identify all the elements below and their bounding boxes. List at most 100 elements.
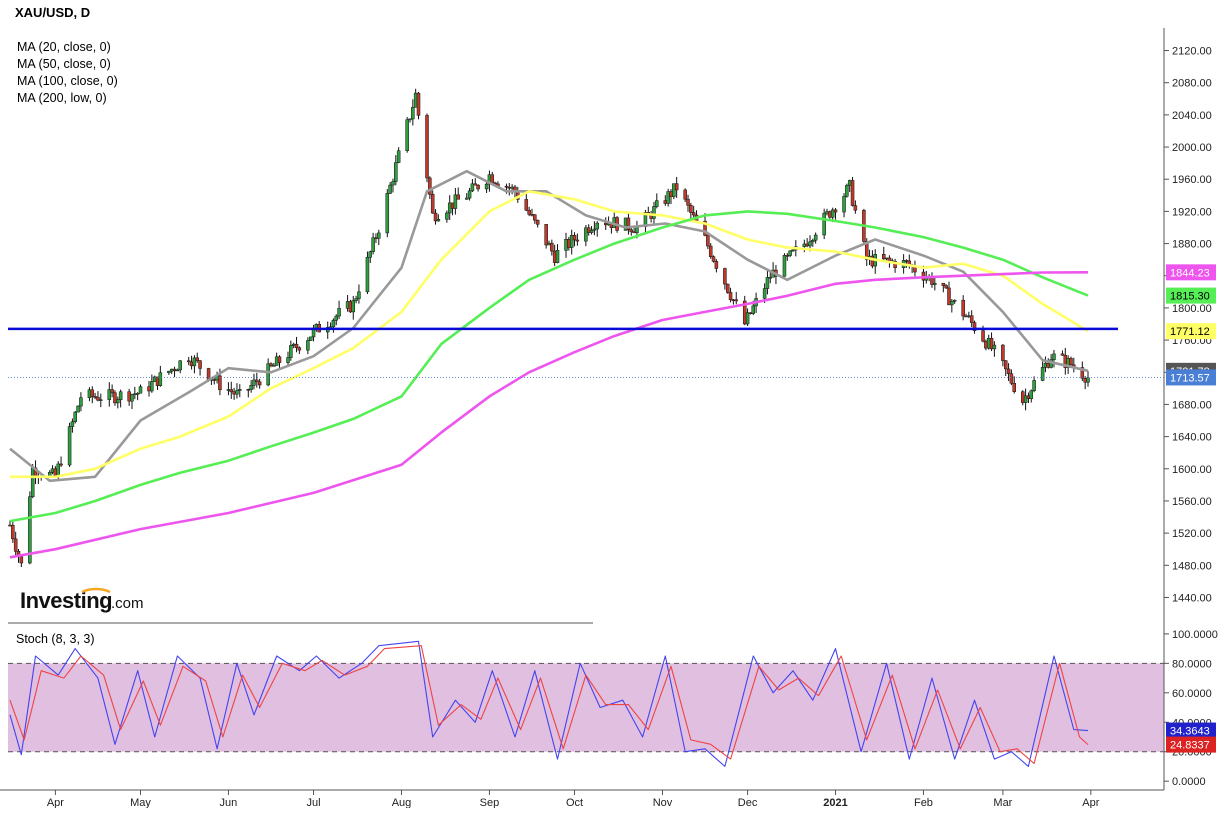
ma-value-tag-3-box (1166, 264, 1216, 281)
candle-body (941, 282, 946, 286)
candle-body (266, 363, 270, 386)
candle-body (127, 391, 131, 402)
legend-ma50: MA (50, close, 0) (17, 57, 111, 71)
candle-body (805, 243, 809, 247)
x-tick-label: Dec (738, 797, 758, 808)
candle-body (1026, 395, 1031, 399)
candle-body (683, 189, 687, 200)
candle-body (808, 241, 812, 247)
candle-body (575, 239, 580, 242)
candle-body (118, 391, 123, 400)
candle-body (981, 330, 985, 342)
price-y-tick-label: 1480.00 (1172, 560, 1212, 572)
candle-body (950, 301, 954, 306)
ma-line-2 (9, 210, 1089, 523)
x-axis-ticks: Apr May Jun Jul Aug Sep Oct Nov Dec 2021 Feb Mar Apr (47, 790, 1100, 809)
candle-body (984, 340, 988, 349)
candle-body (728, 292, 733, 300)
candle-body (686, 198, 690, 206)
candle-body (467, 190, 472, 199)
legend-ma100: MA (100, close, 0) (17, 74, 118, 88)
candle-body (1069, 358, 1073, 366)
candle-body (572, 235, 577, 241)
candle-body (748, 312, 753, 314)
candle-body (887, 257, 892, 262)
candle-body (87, 389, 92, 398)
price-y-tick-label: 1800.00 (1172, 303, 1212, 315)
stoch-y-tick-label: 60.0000 (1172, 688, 1212, 700)
candle-body (169, 368, 174, 372)
candle-body (232, 391, 236, 395)
candle-body (788, 250, 792, 256)
x-tick-label: Apr (47, 797, 64, 808)
candle-body (1006, 368, 1011, 374)
candle-body (603, 222, 608, 226)
candle-body (408, 118, 412, 121)
candle-body (961, 299, 965, 317)
candle-body (334, 315, 338, 321)
candle-body (632, 231, 636, 234)
candle-body (172, 368, 177, 371)
x-tick-label: Oct (566, 797, 583, 808)
candle-body (853, 205, 858, 211)
candle-body (130, 394, 134, 402)
candle-body (864, 241, 869, 260)
candle-body (989, 337, 994, 350)
candle-body (59, 463, 63, 466)
stoch-value-tag-1-label: 24.8337 (1170, 740, 1210, 752)
ma-value-tag-1-label: 1771.12 (1170, 326, 1210, 338)
candle-body (235, 390, 239, 395)
candle-body (586, 227, 591, 233)
candle-body (723, 268, 727, 285)
candle-body (476, 184, 480, 190)
candle-body (666, 191, 670, 204)
candle-body (272, 365, 276, 367)
candle-body (847, 180, 852, 186)
candle-body (189, 361, 194, 367)
candle-body (428, 177, 432, 195)
candle-body (708, 245, 713, 257)
candle-body (734, 299, 738, 302)
price-y-tick-label: 1640.00 (1172, 432, 1212, 444)
stoch-lines-layer (9, 640, 1089, 767)
candle-body (533, 214, 537, 221)
candle-body (986, 337, 991, 349)
candle-body (524, 199, 529, 211)
price-y-tick-label: 2040.00 (1172, 110, 1212, 122)
candle-body (354, 298, 358, 301)
candle-body (374, 237, 378, 240)
candle-body (93, 396, 97, 398)
ma-value-tag-1-box (1166, 323, 1216, 340)
candle-body (394, 162, 398, 182)
candle-body (79, 397, 83, 407)
price-y-tick-label: 2120.00 (1172, 46, 1212, 58)
candle-body (226, 389, 231, 391)
watermark-brand: Investing (20, 588, 112, 613)
candle-body (595, 222, 599, 230)
candle-body (30, 467, 35, 497)
candle-body (391, 181, 395, 186)
candle-body (116, 399, 120, 404)
price-y-tick-label: 2000.00 (1172, 142, 1212, 154)
candle-body (672, 183, 676, 197)
candle-body (337, 308, 341, 317)
candle-body (388, 184, 392, 194)
candle-body (155, 376, 160, 386)
candle-body (555, 250, 560, 263)
candle-body (289, 345, 293, 358)
x-tick-label: Apr (1082, 797, 1099, 808)
candle-body (751, 305, 756, 314)
candle-body (881, 254, 886, 260)
candle-body (147, 386, 151, 392)
candle-body (371, 237, 375, 252)
candle-body (833, 209, 838, 213)
stoch-y-tick-label: 100.0000 (1172, 629, 1218, 641)
candle-body (198, 360, 202, 369)
candle-body (453, 194, 458, 209)
candle-body (19, 556, 24, 564)
candle-body (308, 336, 313, 341)
candle-body (331, 319, 336, 328)
stoch-value-tag-0-label: 34.3643 (1170, 726, 1210, 738)
x-tick-label: Aug (392, 797, 412, 808)
